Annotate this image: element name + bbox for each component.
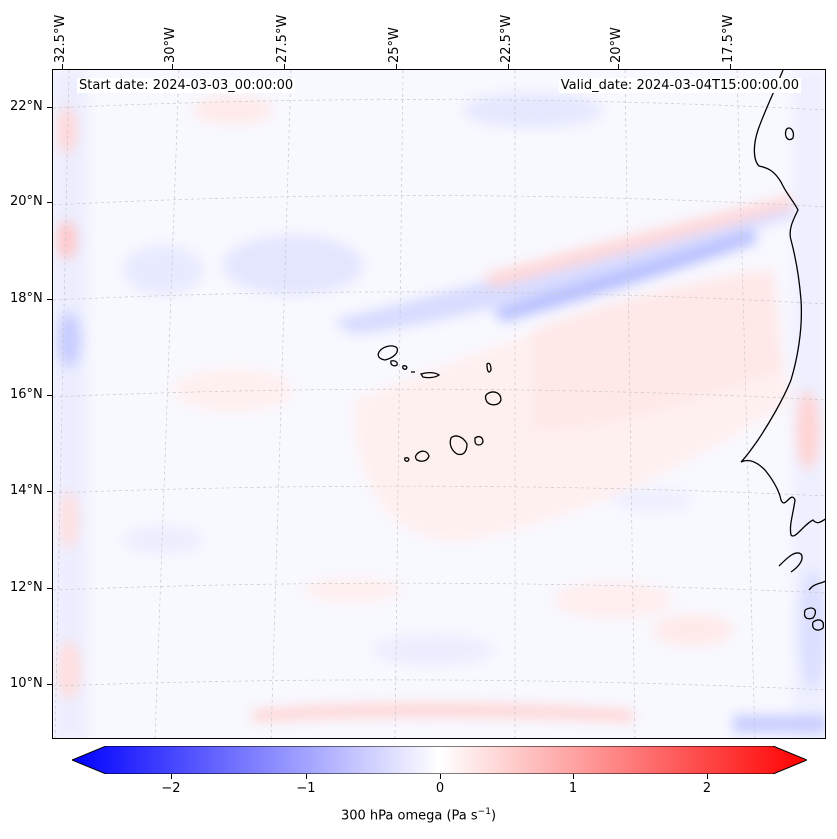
lat-label: 18°N (10, 291, 43, 306)
colorbar-tick-label: −2 (161, 781, 181, 796)
island-sal (486, 362, 492, 373)
lon-label: 17.5°W (721, 14, 736, 63)
island-brava (404, 457, 410, 462)
lon-label: 30°W (163, 27, 178, 63)
lon-label: 27.5°W (275, 14, 290, 63)
island-santiago (449, 435, 468, 456)
island-fogo (414, 450, 430, 462)
lon-label: 20°W (609, 27, 624, 63)
lon-label: 22.5°W (499, 14, 514, 63)
lat-label: 12°N (10, 580, 43, 595)
valid-date-label: Valid_date: 2024-03-04T15:00:00.00 (558, 78, 801, 93)
colorbar-label: 300 hPa omega (Pa s−1) (340, 807, 497, 824)
map-panel[interactable]: Start date: 2024-03-03_00:00:00 Valid_da… (52, 69, 826, 739)
colorbar-tick-label: 1 (568, 781, 578, 796)
island-santa-luzia (402, 365, 408, 370)
omega-field-map (53, 70, 825, 738)
colorbar-tick-label: 0 (435, 781, 445, 796)
lon-label: 25°W (387, 27, 402, 63)
colorbar-gradient (72, 746, 807, 774)
graticule (53, 70, 825, 738)
island-sao-nicolau (419, 371, 441, 379)
lat-label: 22°N (10, 99, 43, 114)
lat-label: 10°N (10, 676, 43, 691)
island-sao-vicente (390, 360, 398, 367)
island-maio (474, 435, 484, 446)
colorbar-tick-label: −1 (296, 781, 316, 796)
colorbar-tick-label: 2 (702, 781, 712, 796)
island-santo-antao (377, 345, 399, 361)
lat-label: 14°N (10, 483, 43, 498)
omega-contours (53, 70, 825, 738)
lat-label: 20°N (10, 194, 43, 209)
colorbar (72, 746, 807, 774)
coastline (740, 70, 825, 631)
lon-label: 32.5°W (53, 14, 68, 63)
start-date-label: Start date: 2024-03-03_00:00:00 (77, 78, 296, 93)
island-boa-vista (484, 391, 502, 406)
cape-verde-islands (377, 345, 502, 462)
lat-label: 16°N (10, 387, 43, 402)
